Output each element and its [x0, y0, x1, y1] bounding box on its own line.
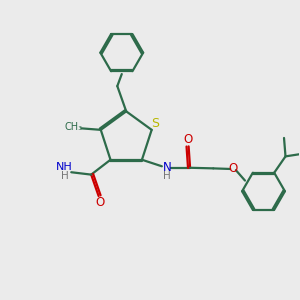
Text: N: N: [163, 161, 171, 174]
Text: O: O: [183, 133, 193, 146]
Text: O: O: [229, 163, 238, 176]
Text: H: H: [61, 171, 68, 181]
Text: O: O: [95, 196, 105, 209]
Text: CH₃: CH₃: [64, 122, 82, 132]
Text: S: S: [151, 117, 159, 130]
Text: NH: NH: [56, 162, 73, 172]
Text: H: H: [163, 171, 171, 181]
